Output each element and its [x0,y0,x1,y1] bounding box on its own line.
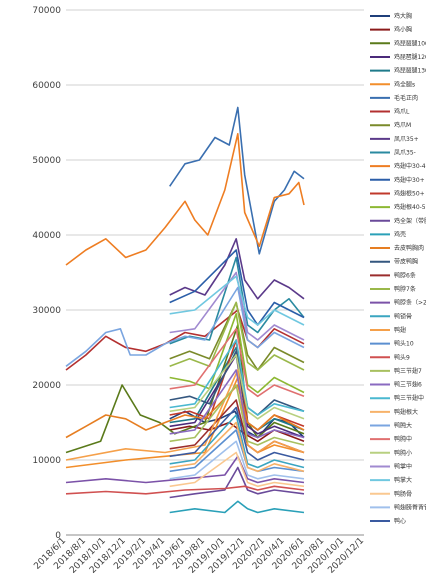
legend-label: 鸭掌大 [394,476,412,484]
series-line [169,354,305,439]
legend-label: 鸭掌中 [394,462,412,470]
series-line [169,256,305,345]
legend-label: 鸡翅根40-50 [394,203,426,211]
legend-label: 鸡琵琶腿130-150g [394,67,426,75]
legend-label: 鸭翅膀脊背管 [394,503,426,511]
series-line [169,384,305,446]
legend-label: 凤爪35+ [394,136,419,143]
legend-label: 鸭翅 [394,326,406,334]
gridlines [66,9,364,536]
series-line [169,271,305,341]
series-line [169,500,305,514]
series-line [169,421,305,473]
legend-label: 鸭锁骨 [394,312,412,320]
series-line [65,485,305,495]
legend-label: 鸡爪M [394,121,411,129]
y-tick-label: 30000 [32,306,61,316]
series-line [65,133,305,266]
legend-label: 鸭脖6条 [394,271,416,279]
legend-label: 鸡小胸 [394,26,412,34]
legend-label: 鸭三节翅7 [394,367,422,375]
y-tick-label: 0 [55,531,61,541]
legend-label: 鸭肫中 [394,435,412,443]
legend-label: 去皮鸭胸肉 [394,244,424,252]
legend: 鸡大胸鸡小胸鸡琵琶腿100-110g 鸡琵琶腿120-130g 鸡琵琶腿130-15… [370,12,426,525]
legend-label: 鸡全架（带脖） [394,217,426,225]
legend-label: 鸭肫大 [394,422,412,430]
legend-label: 鸡琵琶腿120-130g [394,53,426,61]
y-tick-label: 10000 [32,456,61,466]
series-line [169,354,305,420]
legend-label: 鸭头10 [394,340,414,348]
legend-label: 鸭三节翅6 [394,381,422,389]
legend-label: 鸡翅根50+ [394,189,425,197]
y-tick-label: 60000 [32,81,61,91]
series-line [169,312,305,394]
y-tick-label: 20000 [32,381,61,391]
legend-label: 鸭翅根大 [394,408,418,416]
legend-label: 鸡爪L [394,108,410,116]
x-axis: 2018/6/12018/8/12018/10/12018/12/12019/2… [32,536,366,576]
legend-label: 鸭心 [394,517,406,525]
series-line [169,275,305,326]
series-line [65,369,305,461]
series-line [169,440,305,480]
series-line [169,249,305,326]
series-line [169,466,305,499]
series-line [169,451,305,488]
y-tick-label: 70000 [32,6,61,16]
legend-label: 鸭头9 [394,353,410,361]
y-tick-label: 40000 [32,231,61,241]
legend-label: 鸡翅中30-40g [394,162,426,170]
series-line [169,414,305,469]
series-line [65,286,305,367]
legend-label: 鸡大胸 [394,12,412,20]
series-line [169,327,305,398]
y-axis: 0 10000 20000 30000 40000 50000 60000 70000 [32,6,61,541]
series-line [65,455,305,484]
series-line [169,406,305,461]
series-lines [65,106,305,514]
legend-label: 鸡琵琶腿100-110g [394,39,426,47]
legend-label: 鸭三节翅中 [394,394,424,402]
y-tick-label: 50000 [32,156,61,166]
legend-label: 鸭脖条（>2kg） [394,299,426,307]
legend-label: 毛毛正肉 [394,94,418,102]
legend-label: 鸭脖7条 [394,285,416,293]
series-line [65,324,305,454]
legend-label: 鸡全腿s [394,80,415,88]
series-line [169,369,305,439]
legend-label: 鸭肠骨 [394,490,412,498]
legend-label: 带皮鸭胸 [394,258,418,266]
legend-label: 鸡壳 [394,230,406,238]
series-line [169,106,305,255]
legend-label: 鸡翅中30+ [394,176,425,184]
series-line [65,384,305,439]
series-line [169,301,305,371]
legend-label: 鸭肫小 [394,449,412,457]
legend-label: 凤爪35- [394,150,416,157]
